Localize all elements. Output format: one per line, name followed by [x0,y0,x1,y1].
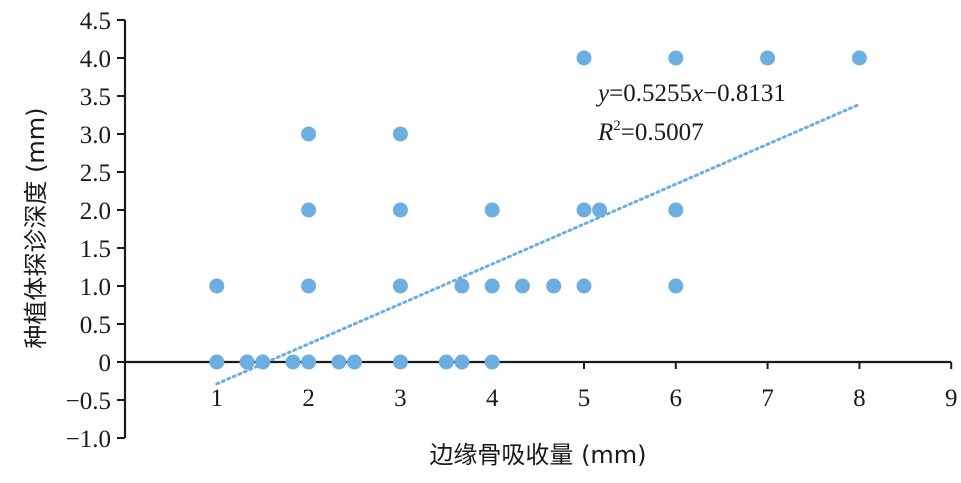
data-point [592,202,608,218]
x-tick-label: 2 [302,385,315,412]
y-tick-label: 0 [99,350,112,377]
data-point [331,354,347,370]
r-squared-symbol: R [597,119,613,146]
x-tick-label: 8 [853,385,866,412]
data-point [209,278,225,294]
y-tick-label: −1.0 [66,426,111,453]
data-point [576,202,592,218]
equation-y-var: y [595,80,610,107]
equation-intercept: −0.8131 [703,80,786,107]
y-tick-label: 3.0 [80,122,111,149]
data-point [484,202,500,218]
data-point [301,202,317,218]
equation-x-var: x [691,80,703,107]
data-point [392,354,408,370]
data-point [209,354,225,370]
x-tick-label: 1 [211,385,224,412]
data-point [576,50,592,66]
equation-text: y=0.5255x−0.8131 [595,80,786,107]
data-point [851,50,867,66]
y-tick-label: 1.5 [80,236,111,263]
data-point [438,354,454,370]
y-tick-label: 2.0 [80,198,111,225]
data-point [301,354,317,370]
data-point [239,354,255,370]
x-tick-label: 6 [670,385,683,412]
y-tick-label: 2.5 [80,160,111,187]
data-point [255,354,271,370]
data-point [668,202,684,218]
r-squared-value: =0.5007 [621,119,704,146]
data-point [392,202,408,218]
equation-slope: =0.5255 [609,80,692,107]
r-squared-superscript: 2 [613,118,621,134]
x-tick-label: 4 [486,385,499,412]
y-tick-label: 3.5 [80,84,111,111]
data-points [209,50,867,370]
regression-equation: y=0.5255x−0.8131 R2=0.5007 [595,80,786,146]
axes [117,19,953,439]
y-tick-label: 1.0 [80,274,111,301]
x-tick-label: 7 [761,385,774,412]
y-tick-label: 4.0 [80,46,111,73]
data-point [484,278,500,294]
data-point [760,50,776,66]
y-tick-label: 0.5 [80,312,111,339]
data-point [301,126,317,142]
data-point [576,278,592,294]
r-squared-text: R2=0.5007 [597,118,704,146]
x-tick-label: 9 [945,385,958,412]
x-axis-title: 边缘骨吸收量 (mm) [429,441,646,469]
y-tick-label: −0.5 [66,388,111,415]
data-point [301,278,317,294]
data-point [454,278,470,294]
data-point [392,278,408,294]
data-point [514,278,530,294]
x-tick-label: 5 [578,385,591,412]
data-point [484,354,500,370]
data-point [668,278,684,294]
data-point [454,354,470,370]
data-point [546,278,562,294]
trendline-group [215,102,861,386]
data-point [285,354,301,370]
data-point [668,50,684,66]
tick-labels: 4.5 4.0 3.5 3.0 2.5 2.0 1.5 1.0 0.5 0 −0.5 −1.0 1 2 3 4… [66,8,958,453]
y-axis-title: 种植体探诊深度 (mm) [22,107,50,348]
data-point [347,354,362,370]
trendline [215,102,861,386]
x-tick-label: 3 [394,385,407,412]
y-tick-label: 4.5 [80,8,111,35]
data-point [392,126,408,142]
